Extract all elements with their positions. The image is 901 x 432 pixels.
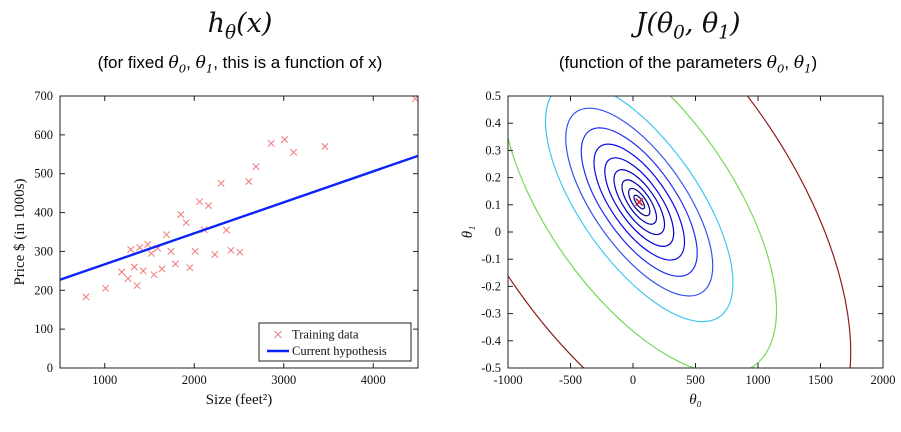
svg-text:500: 500 [686, 373, 705, 387]
svg-text:1500: 1500 [808, 373, 833, 387]
cost-function-subtitle: (function of the parameters θ0, θ1) [558, 52, 818, 75]
legend-label-training-data: Training data [292, 328, 359, 342]
legend-x-marker [274, 330, 282, 339]
contour-lines [508, 96, 852, 368]
svg-text:-0.2: -0.2 [481, 279, 501, 293]
svg-text:-0.4: -0.4 [481, 334, 502, 348]
svg-text:-0.5: -0.5 [481, 361, 501, 375]
hypothesis-header: hθ(x) (for fixed θ0, θ1, this is a funct… [5, 0, 450, 76]
svg-text:-1000: -1000 [493, 373, 522, 387]
svg-text:2000: 2000 [182, 373, 207, 387]
svg-text:300: 300 [34, 244, 53, 258]
cost-function-header: J(θ0, θ1) (function of the parameters θ0… [453, 0, 898, 76]
hypothesis-svg: 1000 2000 3000 4000 0 100 200 300 400 500 600 700 Si… [12, 89, 419, 408]
svg-text:0: 0 [495, 225, 501, 239]
svg-text:-0.3: -0.3 [481, 307, 501, 321]
tick-labels: -1000 -500 0 500 1000 1500 2000 0.5 0.4 0.3 0.2 0.1… [481, 89, 895, 387]
svg-text:0: 0 [47, 361, 53, 375]
x-axis-label: θ₀ [689, 392, 702, 408]
legend: Training data Current hypothesis [258, 322, 412, 362]
svg-text:0.2: 0.2 [485, 171, 501, 185]
cost-function-chart: -1000 -500 0 500 1000 1500 2000 0.5 0.4 0.3 0.2 0.1… [453, 88, 898, 428]
y-axis-label: θ₁ [460, 226, 476, 239]
hypothesis-chart: 1000 2000 3000 4000 0 100 200 300 400 500 600 700 Si… [5, 88, 450, 428]
axis-ticks [60, 95, 418, 369]
minimum-marker [635, 197, 644, 207]
svg-text:400: 400 [34, 206, 53, 220]
svg-text:700: 700 [34, 89, 53, 103]
svg-text:500: 500 [34, 167, 53, 181]
cost-function-title: J(θ0, θ1) [635, 8, 741, 44]
svg-text:4000: 4000 [361, 373, 386, 387]
tick-labels: 1000 2000 3000 4000 0 100 200 300 400 500 600 700 [34, 89, 386, 387]
svg-text:0.3: 0.3 [485, 143, 501, 157]
svg-text:200: 200 [34, 283, 53, 297]
hypothesis-subtitle: (for fixed θ0, θ1, this is a function of… [97, 52, 383, 75]
plot-box [507, 95, 884, 369]
training-data-series [82, 95, 419, 301]
x-axis-label: Size (feet²) [206, 392, 273, 408]
svg-text:-0.1: -0.1 [481, 252, 501, 266]
plot-box [59, 95, 419, 369]
svg-text:3000: 3000 [271, 373, 296, 387]
svg-text:0.5: 0.5 [485, 89, 501, 103]
axis-ticks [507, 95, 884, 369]
svg-text:1000: 1000 [746, 373, 771, 387]
legend-label-current-hypothesis: Current hypothesis [292, 344, 387, 358]
y-axis-label: Price $ (in 1000s) [12, 178, 28, 285]
cost-function-svg: -1000 -500 0 500 1000 1500 2000 0.5 0.4 0.3 0.2 0.1… [460, 89, 896, 408]
svg-text:0: 0 [630, 373, 636, 387]
svg-text:100: 100 [34, 322, 53, 336]
svg-text:1000: 1000 [92, 373, 117, 387]
hypothesis-title: hθ(x) [207, 8, 273, 44]
hypothesis-line [59, 154, 419, 281]
svg-text:0.1: 0.1 [485, 198, 501, 212]
cost-function-panel: J(θ0, θ1) (function of the parameters θ0… [453, 0, 898, 432]
svg-text:-500: -500 [559, 373, 582, 387]
svg-text:600: 600 [34, 128, 53, 142]
svg-text:2000: 2000 [871, 373, 896, 387]
hypothesis-panel: hθ(x) (for fixed θ0, θ1, this is a funct… [5, 0, 450, 432]
svg-text:0.4: 0.4 [485, 116, 501, 130]
